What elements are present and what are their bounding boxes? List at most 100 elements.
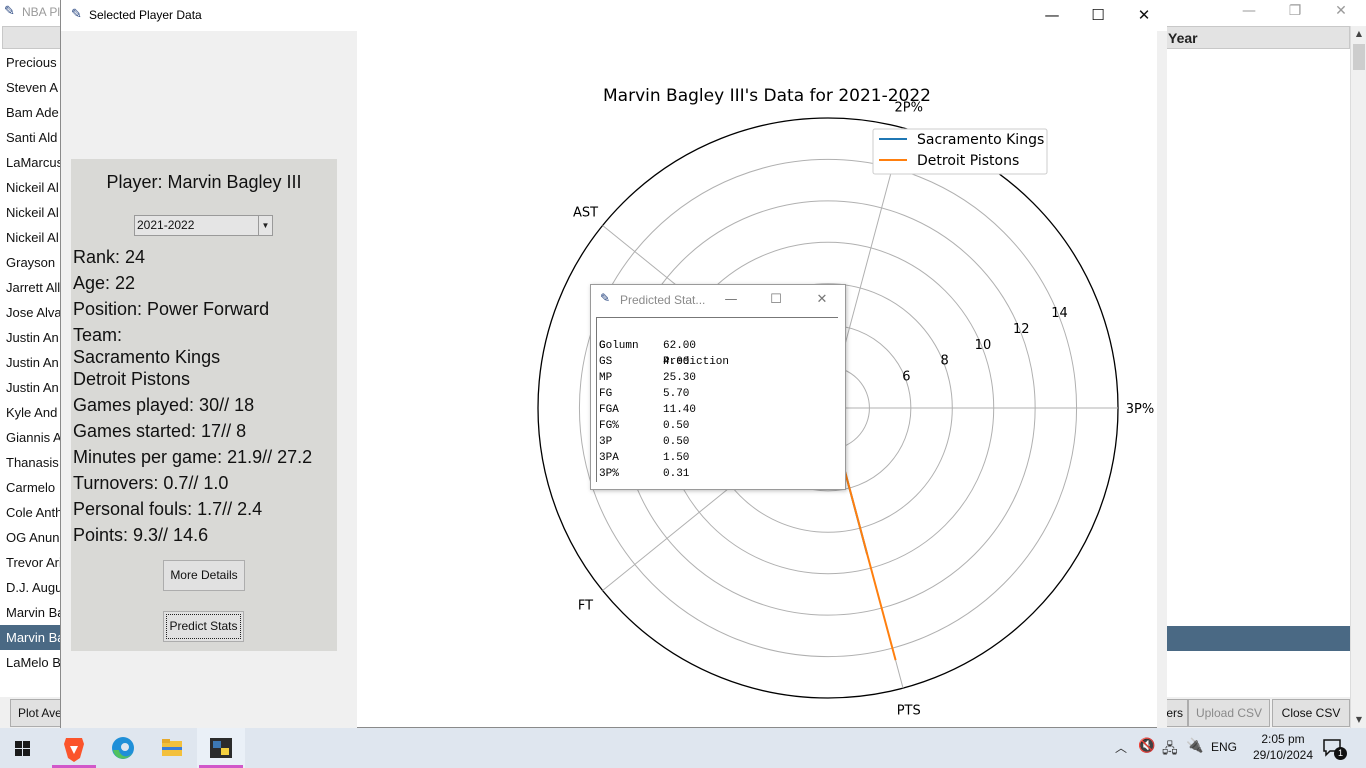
maximize-icon[interactable]: ☐: [770, 292, 782, 307]
games-played-text: Games played: 30// 18: [73, 395, 255, 415]
table-header-year[interactable]: Year: [1164, 26, 1350, 49]
player-list-row[interactable]: OG Anun: [6, 530, 60, 545]
season-dropdown[interactable]: 2021-2022 ▼: [134, 215, 273, 236]
vertical-scrollbar[interactable]: ▲ ▼: [1350, 26, 1366, 728]
predict-stats-button[interactable]: Predict Stats: [163, 611, 244, 642]
clock-date[interactable]: 29/10/2024: [1252, 748, 1314, 762]
axis-label: PTS: [897, 703, 921, 718]
prediction-column-name: 3P: [599, 436, 613, 448]
table-header-name[interactable]: [2, 26, 62, 49]
player-list-row[interactable]: D.J. Augu: [6, 580, 60, 595]
more-details-button[interactable]: More Details: [163, 560, 245, 591]
prediction-column-name: G: [599, 340, 606, 352]
speaker-muted-icon[interactable]: 🔇: [1138, 738, 1156, 754]
chart-legend: Sacramento Kings Detroit Pistons: [872, 128, 1048, 175]
battery-icon[interactable]: 🔌: [1186, 738, 1204, 754]
prediction-column-name: 3P%: [599, 468, 619, 480]
start-button[interactable]: [0, 728, 48, 768]
scroll-up-icon[interactable]: ▲: [1355, 29, 1363, 38]
popup-title: Predicted Stat...: [620, 293, 706, 307]
selected-row-highlight: [1164, 626, 1350, 651]
player-list-row[interactable]: Grayson: [6, 255, 56, 270]
player-window-titlebar: ✎ Selected Player Data — ☐ ✕: [61, 0, 1167, 31]
taskbar-brave[interactable]: [50, 728, 98, 768]
minimize-icon[interactable]: —: [1242, 3, 1256, 19]
player-list-row[interactable]: Cole Anth: [6, 505, 60, 520]
player-list-row[interactable]: Nickeil Al: [6, 180, 59, 195]
scroll-down-icon[interactable]: ▼: [1355, 715, 1363, 724]
prediction-table[interactable]: Column Prediction G 62.00 GS 4.00 MP 25.30 FG 5…: [596, 317, 838, 482]
taskbar-python[interactable]: [197, 728, 245, 768]
notification-center-button[interactable]: 1: [1322, 737, 1347, 760]
player-list-row[interactable]: Carmelo: [6, 480, 56, 495]
prediction-value: 11.40: [663, 404, 697, 416]
scrollbar-thumb[interactable]: [1353, 44, 1365, 70]
player-list-row[interactable]: Giannis A: [6, 430, 60, 445]
player-list-row[interactable]: Nickeil Al: [6, 205, 59, 220]
minimize-icon[interactable]: —: [724, 292, 738, 307]
player-list-row[interactable]: Trevor Ari: [6, 555, 60, 570]
chevron-down-icon[interactable]: ▼: [258, 216, 272, 235]
season-dropdown-value: 2021-2022: [137, 218, 195, 232]
rank-text: Rank: 24: [73, 247, 146, 267]
language-indicator[interactable]: ENG: [1211, 740, 1238, 754]
player-list-row[interactable]: LaMelo B: [6, 655, 60, 670]
player-list-row[interactable]: Thanasis: [6, 455, 59, 470]
age-text: Age: 22: [73, 273, 136, 293]
games-started-text: Games started: 17// 8: [73, 421, 247, 441]
close-icon[interactable]: ✕: [816, 292, 828, 307]
player-list-row[interactable]: Jarrett All: [6, 280, 60, 295]
header-column: Column: [599, 340, 639, 352]
maximize-icon[interactable]: ☐: [1091, 6, 1105, 24]
active-indicator: [52, 765, 96, 768]
network-icon[interactable]: 🖧: [1162, 741, 1178, 757]
main-window-title: NBA Pl: [22, 5, 61, 19]
axis-label: AST: [573, 206, 598, 221]
player-list-row[interactable]: Bam Ade: [6, 105, 59, 120]
plot-averages-button[interactable]: Plot Ave: [10, 699, 66, 727]
player-sidebar: Player: Marvin Bagley III 2021-2022 ▼ Ra…: [61, 31, 357, 728]
notification-count-badge: 1: [1334, 747, 1347, 760]
close-csv-button[interactable]: Close CSV: [1272, 699, 1350, 727]
radial-tick-label: 14: [1051, 306, 1068, 321]
brave-icon: [64, 738, 84, 762]
player-list-row[interactable]: Jose Alva: [6, 305, 60, 320]
notification-icon: [1323, 739, 1341, 757]
player-list-row[interactable]: Steven A: [6, 80, 59, 95]
window-right-edge: [1157, 31, 1167, 728]
minutes-per-game-text: Minutes per game: 21.9// 27.2: [73, 447, 313, 467]
active-indicator: [199, 765, 243, 768]
player-list-row[interactable]: Justin An: [6, 380, 59, 395]
legend-label-detroit: Detroit Pistons: [917, 153, 1019, 169]
taskbar-edge[interactable]: [99, 728, 147, 768]
player-list-row[interactable]: Santi Ald: [6, 130, 58, 145]
clock-time[interactable]: 2:05 pm: [1261, 732, 1305, 746]
player-list-row[interactable]: Justin An: [6, 330, 59, 345]
chevron-up-icon[interactable]: ︿: [1115, 741, 1128, 755]
player-list-row[interactable]: Kyle And: [6, 405, 58, 420]
windows-icon: [15, 741, 30, 756]
close-icon[interactable]: ✕: [1137, 6, 1151, 24]
team-name-2: Detroit Pistons: [73, 369, 191, 389]
player-list-row[interactable]: Nickeil Al: [6, 230, 59, 245]
prediction-column-name: FG%: [599, 420, 619, 432]
upload-csv-button[interactable]: Upload CSV: [1188, 699, 1270, 727]
chart-labels: 3P% 2P% AST FT PTS 6 8 10 12 14: [573, 101, 1154, 719]
player-list-row[interactable]: LaMarcus: [6, 155, 60, 170]
player-info-panel: Player: Marvin Bagley III 2021-2022 ▼ Ra…: [71, 159, 337, 651]
player-list-row[interactable]: Justin An: [6, 355, 59, 370]
prediction-value: 25.30: [663, 372, 697, 384]
player-list-row[interactable]: Marvin Ba: [6, 605, 60, 620]
taskbar-file-explorer[interactable]: [148, 728, 196, 768]
player-name-heading: Player: Marvin Bagley III: [106, 172, 302, 192]
predicted-stats-popup: ✎ Predicted Stat... — ☐ ✕ Column Predict…: [590, 284, 846, 490]
restore-icon[interactable]: ❐: [1288, 3, 1302, 19]
radial-tick-label: 12: [1013, 322, 1030, 337]
radial-tick-label: 6: [902, 370, 910, 385]
focus-ring: [166, 614, 241, 639]
close-icon[interactable]: ✕: [1335, 3, 1347, 19]
minimize-icon[interactable]: —: [1044, 6, 1060, 24]
player-list-row[interactable]: Precious: [6, 55, 57, 70]
player-list-row[interactable]: Marvin Ba: [0, 625, 60, 650]
prediction-column-name: MP: [599, 372, 613, 384]
